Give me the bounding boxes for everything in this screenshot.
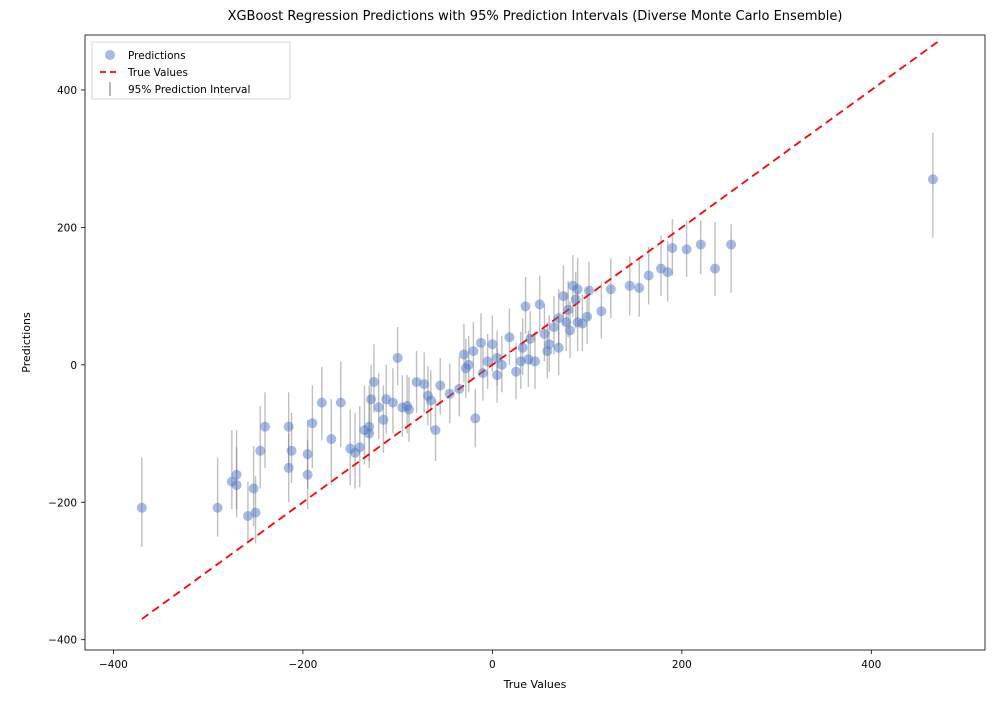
x-tick-label: 400 xyxy=(861,659,881,671)
scatter-point xyxy=(284,463,294,473)
scatter-point xyxy=(518,343,528,353)
x-tick-label: 0 xyxy=(489,659,496,671)
scatter-point xyxy=(682,244,692,254)
scatter-point xyxy=(369,377,379,387)
legend: Predictions True Values 95% Prediction Int… xyxy=(92,42,290,99)
y-tick-label: 0 xyxy=(70,360,77,372)
y-tick-label: −400 xyxy=(48,635,77,647)
scatter-point xyxy=(468,346,478,356)
scatter-point xyxy=(497,360,507,370)
scatter-point xyxy=(504,332,514,342)
scatter-point xyxy=(606,284,616,294)
scatter-point xyxy=(483,356,493,366)
scatter-point xyxy=(388,398,398,408)
scatter-point xyxy=(571,295,581,305)
scatter-point xyxy=(426,396,436,406)
scatter-point xyxy=(521,301,531,311)
scatter-point xyxy=(596,306,606,316)
scatter-point xyxy=(634,283,644,293)
scatter-point xyxy=(464,360,474,370)
legend-label: True Values xyxy=(127,67,188,79)
scatter-chart: −400 −200 0 200 400 −400 −200 0 200 400 True Value… xyxy=(0,0,1000,700)
scatter-point xyxy=(478,368,488,378)
scatter-point xyxy=(928,174,938,184)
scatter-point xyxy=(525,334,535,344)
scatter-point xyxy=(284,422,294,432)
scatter-point xyxy=(470,413,480,423)
scatter-point xyxy=(378,415,388,425)
scatter-point xyxy=(539,329,549,339)
legend-label: 95% Prediction Interval xyxy=(128,84,250,96)
scatter-point xyxy=(287,446,297,456)
scatter-point xyxy=(303,470,313,480)
scatter-point xyxy=(431,425,441,435)
y-tick-label: 400 xyxy=(57,85,77,97)
scatter-point xyxy=(364,429,374,439)
scatter-point xyxy=(492,370,502,380)
scatter-point xyxy=(535,299,545,309)
legend-label: Predictions xyxy=(128,50,186,62)
scatter-point xyxy=(255,446,265,456)
scatter-point xyxy=(663,267,673,277)
scatter-point xyxy=(445,389,455,399)
scatter-point xyxy=(563,305,573,315)
scatter-point xyxy=(549,322,559,332)
scatter-point xyxy=(487,339,497,349)
y-axis-label: Predictions xyxy=(20,312,33,373)
scatter-point xyxy=(558,291,568,301)
scatter-point xyxy=(710,264,720,274)
scatter-point xyxy=(317,398,327,408)
scatter-point xyxy=(419,379,429,389)
scatter-point xyxy=(260,422,270,432)
scatter-point xyxy=(667,243,677,253)
scatter-point xyxy=(213,503,223,513)
scatter-point xyxy=(476,338,486,348)
x-axis-label: True Values xyxy=(503,678,567,691)
scatter-point xyxy=(366,394,376,404)
scatter-point xyxy=(137,503,147,513)
scatter-point xyxy=(232,470,242,480)
scatter-point xyxy=(511,367,521,377)
scatter-point xyxy=(307,418,317,428)
y-tick-label: −200 xyxy=(48,497,77,509)
scatter-point xyxy=(374,402,384,412)
scatter-point xyxy=(565,325,575,335)
chart-container: −400 −200 0 200 400 −400 −200 0 200 400 True Value… xyxy=(0,0,1000,700)
x-tick-label: −200 xyxy=(288,659,317,671)
scatter-point xyxy=(393,353,403,363)
x-tick-label: 200 xyxy=(672,659,692,671)
scatter-point xyxy=(554,343,564,353)
scatter-point xyxy=(249,484,259,494)
y-tick-label: 200 xyxy=(57,222,77,234)
scatter-point xyxy=(326,434,336,444)
scatter-point xyxy=(726,240,736,250)
scatter-point xyxy=(530,356,540,366)
scatter-point xyxy=(251,508,261,518)
x-tick-label: −400 xyxy=(99,659,128,671)
scatter-point xyxy=(582,312,592,322)
scatter-point xyxy=(355,442,365,452)
scatter-point xyxy=(336,398,346,408)
scatter-point xyxy=(644,271,654,281)
scatter-point xyxy=(459,350,469,360)
scatter-point xyxy=(303,449,313,459)
scatter-point xyxy=(404,404,414,414)
scatter-point xyxy=(435,380,445,390)
scatter-point xyxy=(544,339,554,349)
scatter-point xyxy=(696,240,706,250)
scatter-point xyxy=(625,281,635,291)
chart-title: XGBoost Regression Predictions with 95% … xyxy=(228,9,843,24)
scatter-point xyxy=(573,284,583,294)
scatter-point xyxy=(584,286,594,296)
scatter-point xyxy=(454,384,464,394)
scatter-point xyxy=(232,480,242,490)
legend-marker-icon xyxy=(105,50,115,60)
